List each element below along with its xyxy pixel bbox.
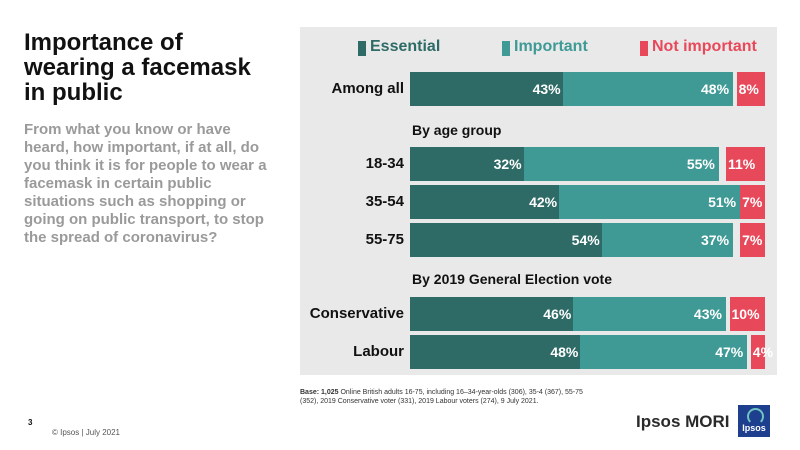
row-label: 55-75 bbox=[365, 231, 404, 248]
brand-name: Ipsos MORI bbox=[636, 412, 730, 431]
row-label: 18-34 bbox=[365, 155, 404, 172]
logo-text: Ipsos bbox=[742, 423, 766, 433]
bar-segment: 48% bbox=[410, 335, 581, 369]
row-label: Conservative bbox=[309, 305, 404, 322]
data-label: 11% bbox=[727, 156, 756, 172]
data-label: 10% bbox=[731, 306, 760, 322]
group-heading: By age group bbox=[412, 122, 502, 138]
data-label: 7% bbox=[742, 194, 763, 210]
group-heading: By 2019 General Election vote bbox=[412, 271, 612, 287]
bar-segment: 43% bbox=[573, 297, 726, 331]
data-label: 54% bbox=[571, 232, 600, 248]
bar-segment: 55% bbox=[523, 147, 719, 181]
copyright: © Ipsos | July 2021 bbox=[52, 428, 121, 437]
bar-segment: 7% bbox=[740, 185, 765, 219]
data-label: 47% bbox=[715, 344, 744, 360]
data-label: 46% bbox=[543, 306, 572, 322]
legend-label: Not important bbox=[652, 38, 757, 55]
base-label: Base: bbox=[300, 389, 322, 396]
row-label: Among all bbox=[331, 80, 404, 97]
bar-segment: 43% bbox=[410, 72, 563, 106]
bar-segment: 54% bbox=[410, 223, 602, 257]
logo-arc-icon bbox=[747, 408, 764, 425]
data-label: 48% bbox=[701, 81, 730, 97]
data-label: 55% bbox=[686, 156, 715, 172]
bar-segment: 4% bbox=[750, 335, 773, 369]
legend-label: Essential bbox=[370, 38, 441, 55]
bar-segment: 11% bbox=[725, 147, 765, 181]
base-note: Base: 1,025 Online British adults 16-75,… bbox=[300, 388, 590, 406]
ipsos-logo: Ipsos bbox=[738, 405, 770, 437]
legend-swatch bbox=[502, 41, 510, 56]
bar-segment: 7% bbox=[740, 223, 765, 257]
data-label: 4% bbox=[752, 344, 774, 360]
bar-segment: 47% bbox=[580, 335, 748, 369]
row-label: 35-54 bbox=[365, 193, 404, 210]
data-label: 37% bbox=[701, 232, 730, 248]
base-n: 1,025 bbox=[321, 389, 339, 396]
bar-segment: 37% bbox=[601, 223, 734, 257]
bar-segment: 51% bbox=[559, 185, 741, 219]
bar-segment: 32% bbox=[410, 147, 524, 181]
data-label: 7% bbox=[742, 232, 763, 248]
legend-swatch bbox=[358, 41, 366, 56]
bar-segment: 46% bbox=[410, 297, 574, 331]
data-label: 43% bbox=[693, 306, 722, 322]
legend-swatch bbox=[640, 41, 648, 56]
survey-question: From what you know or have heard, how im… bbox=[24, 121, 267, 246]
bar-segment: 10% bbox=[729, 297, 765, 331]
data-label: 51% bbox=[708, 194, 737, 210]
bar-segment: 8% bbox=[736, 72, 765, 106]
row-label: Labour bbox=[353, 343, 404, 360]
data-label: 42% bbox=[529, 194, 558, 210]
legend-label: Important bbox=[514, 38, 588, 55]
data-label: 43% bbox=[532, 81, 561, 97]
page-number: 3 bbox=[28, 418, 33, 427]
data-label: 8% bbox=[738, 81, 759, 97]
base-text: Online British adults 16-75, including 1… bbox=[300, 389, 583, 405]
bar-segment: 42% bbox=[410, 185, 560, 219]
data-label: 32% bbox=[493, 156, 522, 172]
data-label: 48% bbox=[550, 344, 579, 360]
bar-segment: 48% bbox=[562, 72, 734, 106]
slide-title: Importance of wearing a facemask in publ… bbox=[24, 29, 251, 106]
